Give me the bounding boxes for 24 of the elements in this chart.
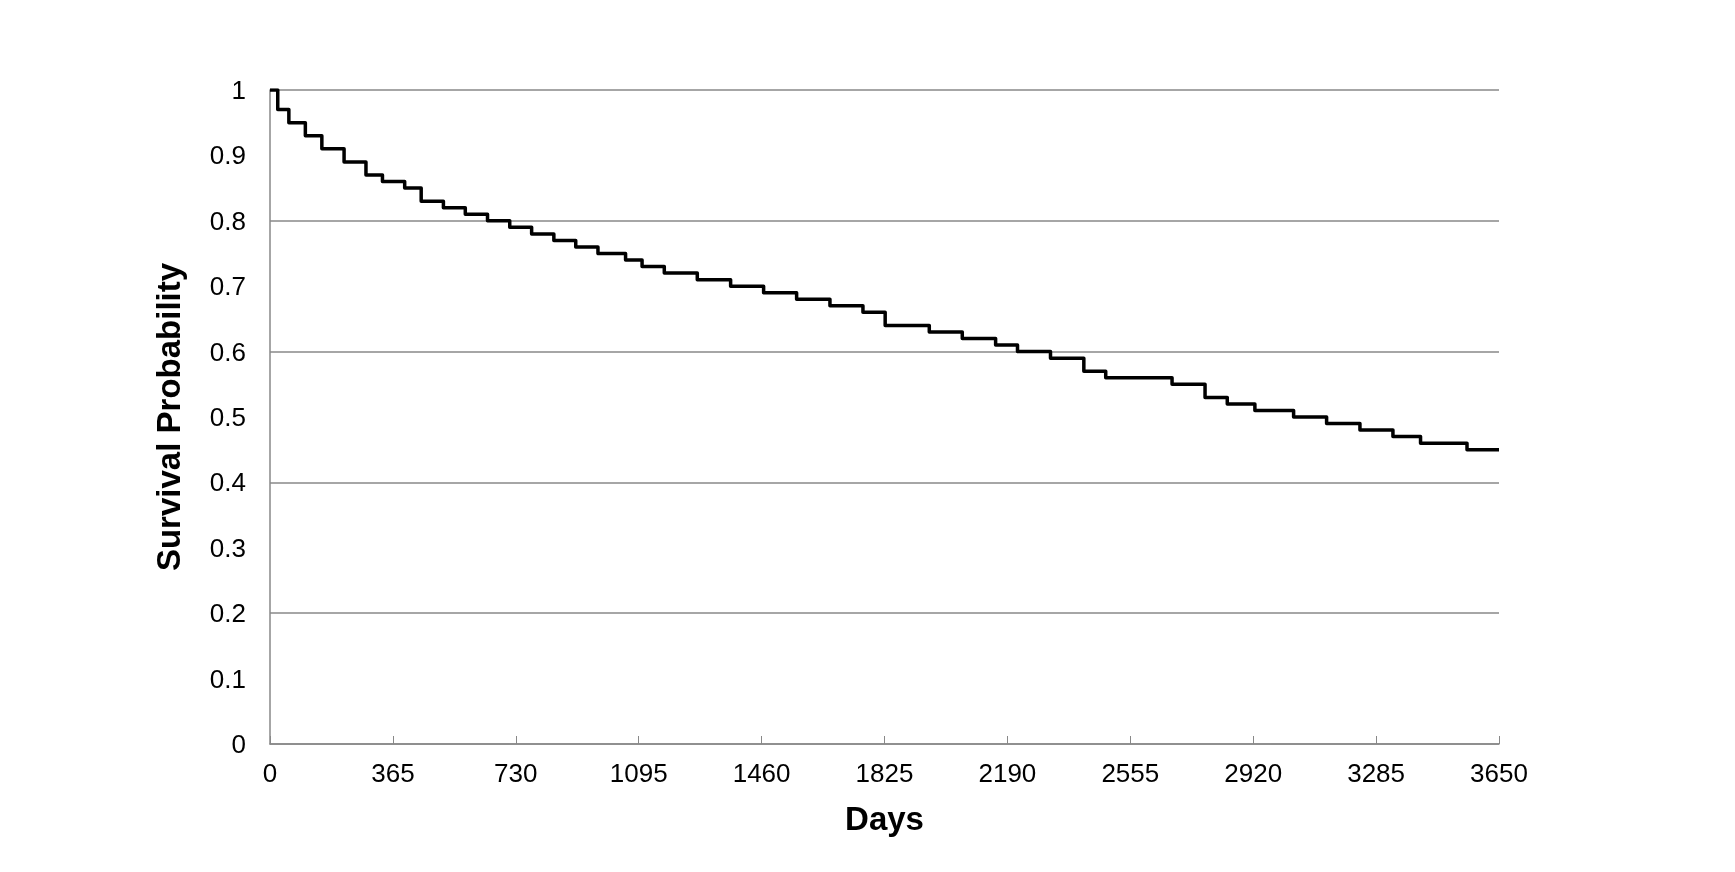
x-tick-label: 2920 [1224,758,1283,788]
x-tick-label: 3650 [1470,758,1528,788]
y-tick-label: 0 [231,729,246,759]
x-tick-label: 0 [262,758,278,788]
x-axis-title: Days [845,800,924,837]
y-tick-label: 0.8 [209,205,246,236]
x-tick-label: 1825 [855,758,914,788]
y-tick-label: 0.4 [209,467,246,498]
x-tick-label: 3285 [1347,758,1406,788]
x-tick-label: 1095 [609,758,668,788]
y-tick-label: 0.2 [209,598,246,629]
x-tick-label: 1460 [732,758,791,788]
y-tick-label: 1 [231,75,246,105]
y-tick-label: 0.3 [209,532,246,563]
y-tick-label: 0.5 [209,402,246,432]
x-tick-label: 2555 [1101,758,1160,788]
x-tick-label: 730 [494,758,538,788]
y-tick-label: 0.7 [209,271,246,302]
y-tick-label: 0.1 [209,663,246,694]
x-tick-label: 2190 [978,758,1037,788]
y-tick-label: 0.6 [209,336,246,367]
y-tick-label: 0.9 [209,140,246,171]
y-axis-title: Survival Probability [150,262,187,572]
x-tick-label: 365 [371,758,415,788]
